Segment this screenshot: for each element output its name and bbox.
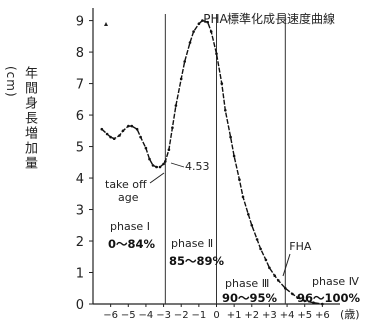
data-point [303, 299, 307, 303]
y-tick-label: 9 [76, 15, 84, 30]
data-point [201, 19, 204, 22]
growth-curve [100, 19, 324, 306]
corner-marker [104, 22, 108, 26]
take-off-label-line2: age [118, 191, 139, 204]
x-tick-label: +2 [244, 310, 259, 321]
data-point [139, 135, 142, 139]
y-tick-label: 5 [76, 141, 84, 156]
data-point [284, 287, 287, 290]
data-point [197, 22, 201, 26]
data-point [155, 165, 158, 169]
fha-label: FHA [289, 240, 312, 253]
phase-3-range: 90〜95% [222, 291, 278, 305]
y-tick-label: 8 [76, 46, 84, 61]
data-point [109, 135, 112, 139]
data-point [241, 195, 245, 199]
data-point [174, 104, 178, 107]
fha-pointer [282, 253, 291, 277]
data-point [312, 301, 315, 305]
y-tick-label: 3 [76, 204, 84, 219]
chart-title: 標準化成長速度曲線 [227, 11, 335, 26]
x-tick-label: +6 [315, 310, 330, 321]
x-tick-label: −4 [139, 310, 154, 321]
data-point [321, 302, 324, 306]
y-tick-label: 2 [76, 235, 84, 250]
x-ticks: −6 −5 −4 −3 −2 −1 0 +1 +2 +3 +4 +5 +6 [103, 304, 330, 321]
take-off-value: 4.53 [185, 160, 210, 173]
data-point [209, 30, 213, 33]
pha-label: PHA [203, 12, 228, 26]
data-point [100, 127, 104, 131]
data-point [247, 213, 250, 216]
data-point [158, 165, 162, 169]
data-point [296, 296, 300, 300]
x-tick-label: +3 [262, 310, 277, 321]
data-point [250, 224, 254, 227]
y-axis-unit: (cm) [4, 66, 18, 98]
phase-4-name: phase Ⅳ [312, 275, 360, 288]
annotations: 標準化成長速度曲線 (歳) 4.53 take off age phase Ⅰ … [105, 11, 361, 321]
data-point [255, 238, 259, 241]
x-tick-label: +4 [280, 310, 295, 321]
y-tick-label: 1 [76, 267, 84, 282]
x-tick-label: −6 [103, 310, 118, 321]
phase-2-name: phase Ⅱ [171, 237, 213, 250]
data-point [164, 160, 167, 163]
data-point [112, 137, 116, 140]
data-point [179, 77, 183, 81]
phase-3-name: phase Ⅲ [225, 277, 269, 290]
data-point [105, 132, 109, 136]
take-off-pointer [149, 172, 165, 184]
x-tick-label: −5 [121, 310, 136, 321]
x-tick-label: +1 [227, 310, 242, 321]
data-point [151, 164, 155, 167]
y-axis-title: 年間身長増加量 [22, 66, 37, 171]
y-tick-label: 0 [76, 298, 84, 313]
x-tick-label: +5 [297, 310, 312, 321]
x-tick-label: −1 [191, 310, 206, 321]
y-axis-label: (cm) 年間身長増加量 [2, 66, 37, 256]
data-point [118, 134, 121, 137]
data-point [127, 124, 130, 128]
data-point [171, 126, 174, 129]
y-tick-label: 6 [76, 109, 84, 124]
data-point [232, 154, 236, 158]
x-axis-unit: (歳) [340, 308, 360, 321]
y-tick-label: 7 [76, 78, 84, 93]
phase-2-range: 85〜89% [169, 254, 225, 268]
x-tick-label: −3 [156, 310, 171, 321]
data-point [121, 129, 125, 133]
take-off-label-line1: take off [105, 178, 147, 191]
data-point [183, 60, 186, 63]
data-point [130, 124, 134, 128]
data-point [277, 279, 280, 282]
data-point [273, 274, 277, 278]
data-point [229, 135, 232, 139]
data-point [188, 41, 192, 44]
phase-1-name: phase Ⅰ [110, 220, 150, 233]
data-point [192, 30, 195, 33]
data-point [268, 266, 271, 270]
data-point [215, 52, 218, 55]
data-point [162, 162, 165, 166]
data-point [220, 82, 224, 85]
data-point [259, 247, 262, 251]
data-point [167, 148, 171, 151]
x-tick-label: −2 [174, 310, 189, 321]
phase-4-range: 96〜100% [297, 291, 361, 305]
phase-1-range: 0〜84% [108, 237, 156, 251]
y-ticks: 0 1 2 3 4 5 6 7 8 9 [76, 15, 93, 313]
data-point [206, 20, 209, 24]
data-point [291, 292, 294, 296]
data-point [135, 127, 139, 131]
data-point [144, 146, 148, 150]
take-off-value-pointer [170, 162, 185, 168]
data-point [238, 178, 241, 181]
data-point [224, 109, 227, 112]
x-tick-label: 0 [213, 310, 219, 321]
data-point [148, 157, 151, 161]
data-point [264, 258, 268, 262]
y-tick-label: 4 [76, 172, 84, 187]
